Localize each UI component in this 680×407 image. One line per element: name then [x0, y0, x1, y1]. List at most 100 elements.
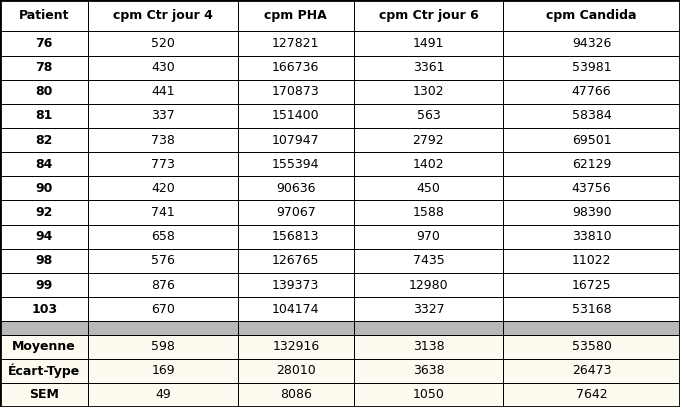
- Text: 78: 78: [35, 61, 53, 74]
- Bar: [0, 273, 88, 297]
- Text: 76: 76: [35, 37, 53, 50]
- Text: 80: 80: [35, 85, 53, 98]
- Bar: [503, 152, 680, 176]
- Bar: [354, 104, 503, 128]
- Bar: [354, 225, 503, 249]
- Text: 7435: 7435: [413, 254, 444, 267]
- Bar: [0, 335, 88, 359]
- Text: 127821: 127821: [272, 37, 320, 50]
- Bar: [238, 359, 354, 383]
- Text: 3327: 3327: [413, 303, 444, 316]
- Text: 337: 337: [152, 109, 175, 123]
- Text: 33810: 33810: [572, 230, 611, 243]
- Text: 53981: 53981: [572, 61, 611, 74]
- Bar: [88, 383, 238, 407]
- Bar: [354, 249, 503, 273]
- Text: 8086: 8086: [280, 388, 311, 401]
- Text: 81: 81: [35, 109, 53, 123]
- Bar: [503, 104, 680, 128]
- Text: 94: 94: [35, 230, 53, 243]
- Bar: [0, 201, 88, 225]
- Text: 156813: 156813: [272, 230, 320, 243]
- Bar: [0, 359, 88, 383]
- Text: Moyenne: Moyenne: [12, 340, 76, 353]
- Text: 3361: 3361: [413, 61, 444, 74]
- Bar: [0, 0, 88, 31]
- Bar: [0, 321, 88, 335]
- Text: 155394: 155394: [272, 158, 320, 171]
- Bar: [503, 225, 680, 249]
- Bar: [503, 297, 680, 321]
- Text: 166736: 166736: [272, 61, 320, 74]
- Text: 12980: 12980: [409, 278, 448, 291]
- Text: 132916: 132916: [272, 340, 320, 353]
- Text: 104174: 104174: [272, 303, 320, 316]
- Text: 99: 99: [35, 278, 53, 291]
- Text: 94326: 94326: [572, 37, 611, 50]
- Bar: [238, 31, 354, 55]
- Bar: [503, 359, 680, 383]
- Bar: [88, 335, 238, 359]
- Bar: [503, 128, 680, 152]
- Bar: [503, 335, 680, 359]
- Bar: [238, 249, 354, 273]
- Bar: [354, 201, 503, 225]
- Bar: [88, 152, 238, 176]
- Text: 563: 563: [417, 109, 440, 123]
- Text: 90636: 90636: [276, 182, 316, 195]
- Bar: [354, 273, 503, 297]
- Bar: [238, 335, 354, 359]
- Text: 126765: 126765: [272, 254, 320, 267]
- Bar: [354, 297, 503, 321]
- Text: 670: 670: [151, 303, 175, 316]
- Text: Écart-Type: Écart-Type: [8, 363, 80, 378]
- Text: 441: 441: [152, 85, 175, 98]
- Bar: [0, 176, 88, 201]
- Bar: [0, 297, 88, 321]
- Text: 1302: 1302: [413, 85, 444, 98]
- Bar: [238, 0, 354, 31]
- Text: 1588: 1588: [413, 206, 444, 219]
- Text: 576: 576: [151, 254, 175, 267]
- Text: SEM: SEM: [29, 388, 59, 401]
- Bar: [503, 0, 680, 31]
- Bar: [88, 31, 238, 55]
- Text: 1491: 1491: [413, 37, 444, 50]
- Text: 450: 450: [416, 182, 441, 195]
- Bar: [354, 335, 503, 359]
- Text: 11022: 11022: [572, 254, 611, 267]
- Bar: [88, 55, 238, 80]
- Bar: [88, 273, 238, 297]
- Bar: [503, 31, 680, 55]
- Bar: [503, 55, 680, 80]
- Text: cpm PHA: cpm PHA: [265, 9, 327, 22]
- Text: 98: 98: [35, 254, 53, 267]
- Text: 3138: 3138: [413, 340, 444, 353]
- Bar: [503, 321, 680, 335]
- Bar: [503, 201, 680, 225]
- Text: 741: 741: [152, 206, 175, 219]
- Bar: [88, 176, 238, 201]
- Text: 169: 169: [152, 364, 175, 377]
- Text: 139373: 139373: [272, 278, 320, 291]
- Bar: [503, 80, 680, 104]
- Bar: [354, 383, 503, 407]
- Text: 107947: 107947: [272, 133, 320, 147]
- Bar: [0, 383, 88, 407]
- Bar: [354, 55, 503, 80]
- Text: 53168: 53168: [572, 303, 611, 316]
- Bar: [238, 297, 354, 321]
- Text: 84: 84: [35, 158, 53, 171]
- Bar: [0, 104, 88, 128]
- Text: 16725: 16725: [572, 278, 611, 291]
- Bar: [354, 152, 503, 176]
- Text: 58384: 58384: [572, 109, 611, 123]
- Bar: [238, 152, 354, 176]
- Text: 2792: 2792: [413, 133, 444, 147]
- Text: 103: 103: [31, 303, 57, 316]
- Bar: [0, 249, 88, 273]
- Bar: [88, 80, 238, 104]
- Bar: [238, 80, 354, 104]
- Bar: [503, 176, 680, 201]
- Bar: [88, 249, 238, 273]
